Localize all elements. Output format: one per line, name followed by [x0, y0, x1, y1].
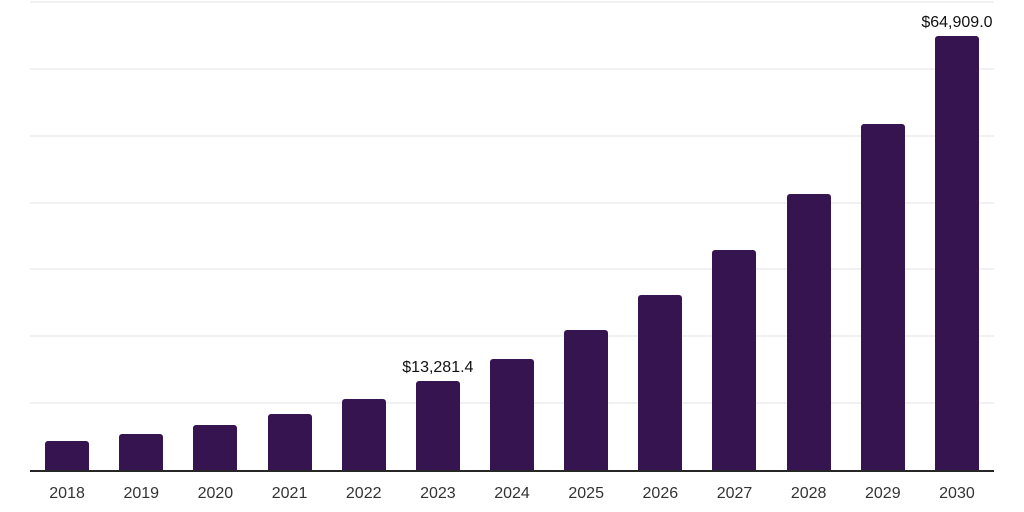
plot-area: $13,281.4 $64,909.0	[30, 0, 994, 472]
x-tick-2025: 2025	[568, 485, 604, 502]
bars-row: $13,281.4 $64,909.0	[30, 0, 994, 470]
value-label-2023: $13,281.4	[402, 358, 474, 376]
gridline-70000	[30, 1, 994, 3]
bar-cell-2019	[104, 0, 178, 470]
bar-cell-2023: $13,281.4	[401, 0, 475, 470]
bar-cell-2030: $64,909.0	[920, 0, 994, 470]
x-tick-2028: 2028	[790, 485, 827, 502]
bar-2019	[119, 434, 164, 470]
bar-2018	[45, 441, 90, 470]
bar-2030	[934, 36, 979, 470]
gridline-30000	[30, 268, 994, 271]
x-tick-2023: 2023	[420, 485, 456, 502]
bar-cell-2022	[327, 0, 401, 470]
x-tick-2029: 2029	[865, 485, 901, 502]
value-label-2030: $64,909.0	[921, 13, 993, 31]
bar-2023	[415, 381, 460, 470]
bar-2026	[638, 294, 683, 470]
bar-cell-2025	[549, 0, 623, 470]
x-tick-2024: 2024	[494, 485, 530, 502]
x-tick-2021: 2021	[271, 485, 308, 502]
bar-2020	[193, 425, 238, 470]
x-tick-2019: 2019	[123, 485, 160, 502]
bar-cell-2027	[697, 0, 771, 470]
bar-2029	[860, 123, 905, 470]
x-tick-2020: 2020	[197, 485, 234, 502]
bar-cell-2021	[252, 0, 326, 470]
x-axis: 2018 2019 2020 2021 2022 2023 2024 2025 2026 2027…	[30, 472, 994, 503]
bar-cell-2029	[846, 0, 920, 470]
bar-2025	[564, 330, 609, 470]
x-tick-2030: 2030	[939, 485, 975, 502]
bar-2024	[490, 358, 535, 470]
x-tick-2022: 2022	[345, 485, 382, 502]
bar-cell-2020	[178, 0, 252, 470]
gridline-20000	[30, 335, 994, 338]
bar-cell-2028	[772, 0, 846, 470]
x-tick-2027: 2027	[716, 485, 753, 502]
bar-cell-2026	[623, 0, 697, 470]
gridline-40000	[30, 201, 994, 204]
bar-cell-2024	[475, 0, 549, 470]
bar-2027	[712, 250, 757, 470]
x-tick-2018: 2018	[49, 485, 85, 502]
bar-2028	[786, 194, 831, 470]
gridline-50000	[30, 134, 994, 137]
bar-2022	[341, 399, 386, 470]
bar-cell-2018	[30, 0, 104, 470]
x-tick-2026: 2026	[642, 485, 679, 502]
bar-2021	[267, 413, 312, 470]
gridline-60000	[30, 67, 994, 70]
